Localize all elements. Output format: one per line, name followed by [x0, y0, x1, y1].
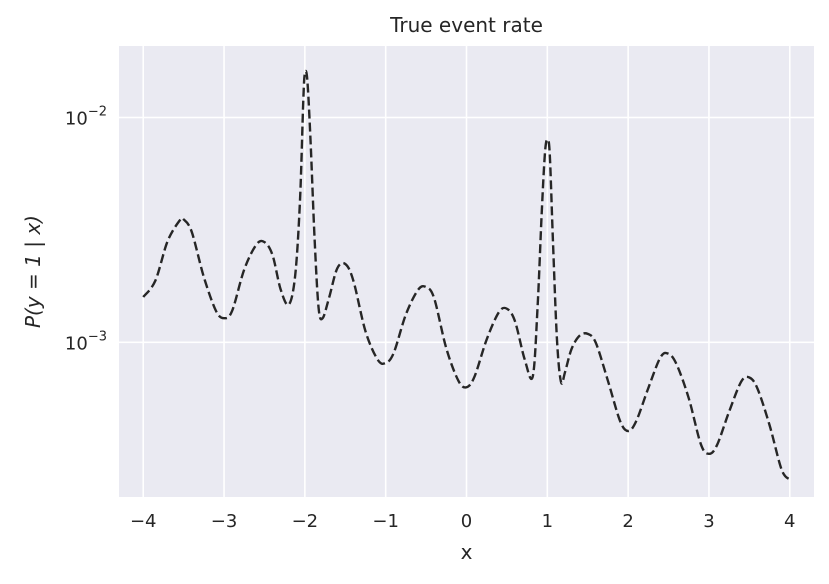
x-tick-label: −3: [211, 511, 238, 532]
y-axis-ticks: 10−3 10−2: [65, 104, 107, 354]
x-tick-label: −4: [130, 511, 157, 532]
series-layer: [142, 69, 791, 481]
y-axis-label: P(y = 1 | x): [21, 215, 45, 328]
grid: [119, 46, 814, 497]
x-tick-label: 4: [784, 511, 795, 532]
chart-title: True event rate: [389, 13, 543, 37]
event-rate-line: [142, 69, 791, 481]
y-tick-label: 10−3: [65, 329, 107, 354]
x-axis-label: x: [461, 540, 473, 564]
x-tick-label: 1: [542, 511, 553, 532]
x-tick-label: 3: [703, 511, 714, 532]
x-tick-label: −2: [292, 511, 319, 532]
x-tick-label: 0: [461, 511, 472, 532]
x-tick-label: −1: [372, 511, 399, 532]
x-tick-label: 2: [622, 511, 633, 532]
x-axis-ticks: −4 −3 −2 −1 0 1 2 3 4: [130, 511, 796, 532]
y-tick-label: 10−2: [65, 104, 107, 129]
